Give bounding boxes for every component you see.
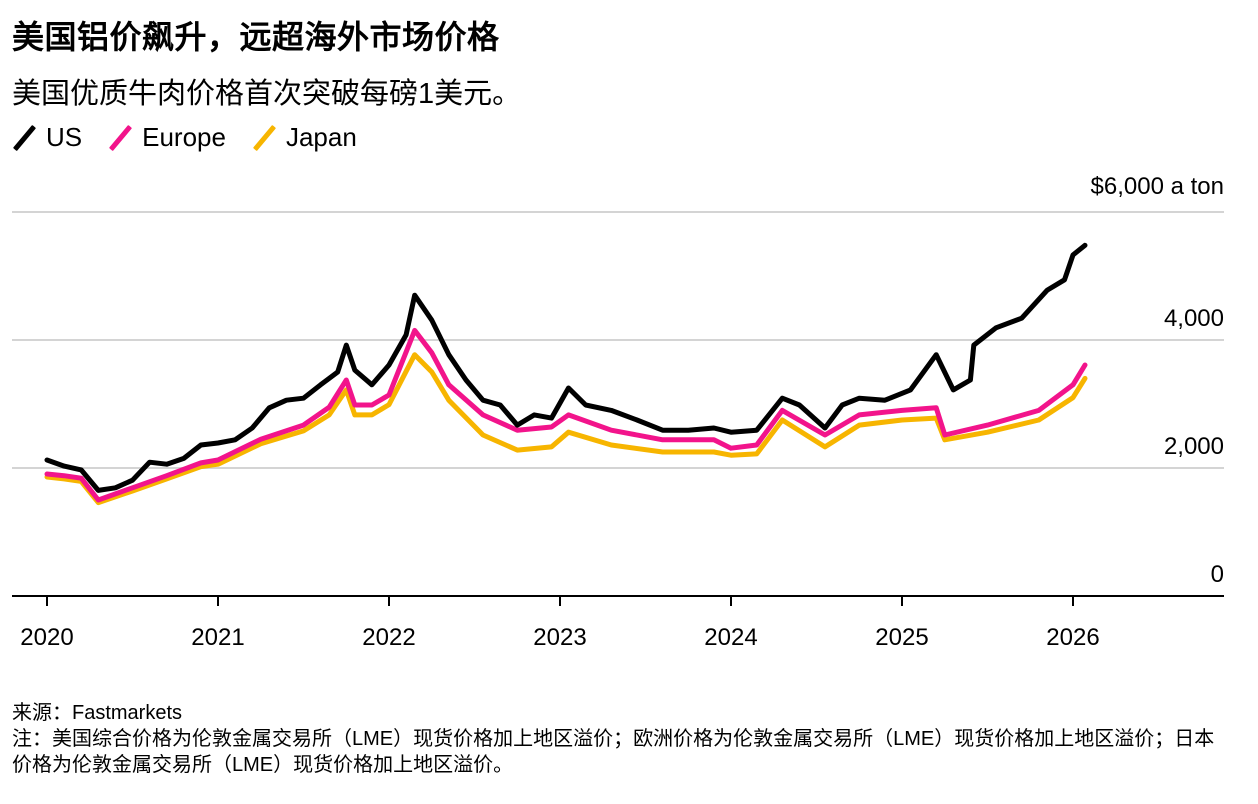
x-tick-label: 2021 [191, 624, 244, 651]
x-tick-label: 2026 [1046, 624, 1099, 651]
chart-subtitle: 美国优质牛肉价格首次突破每磅1美元。 [12, 78, 522, 110]
y-tick-label-top: $6,000 a ton [1091, 173, 1224, 200]
legend: US Europe Japan [12, 122, 357, 153]
series-line-us [44, 242, 1088, 493]
y-tick-label: 2,000 [1164, 433, 1224, 460]
x-tick-label: 2022 [362, 624, 415, 651]
legend-label-us: US [46, 122, 83, 152]
y-tick-label: 0 [1211, 561, 1224, 588]
y-tick-label: $6,000 [1091, 173, 1164, 200]
y-unit-label: a ton [1164, 173, 1224, 200]
x-tick-label: 2025 [875, 624, 928, 651]
legend-label-europe: Europe [142, 122, 226, 152]
methodology-note: 注：美国综合价格为伦敦金属交易所（LME）现货价格加上地区溢价；欧洲价格为伦敦金… [12, 728, 1215, 776]
footnotes: 来源：Fastmarkets 注：美国综合价格为伦敦金属交易所（LME）现货价格… [12, 700, 1232, 778]
x-tick-label: 2023 [533, 624, 586, 651]
legend-label-japan: Japan [285, 122, 357, 152]
x-tick-label: 2024 [704, 624, 757, 651]
series-line-japan [44, 352, 1088, 506]
legend-item-europe: Europe [108, 122, 226, 153]
chart-title: 美国铝价飙升，远超海外市场价格 [12, 19, 500, 55]
series-line-europe [44, 327, 1088, 503]
x-tick-label: 2020 [20, 624, 73, 651]
source-note: 来源：Fastmarkets [12, 702, 183, 724]
y-tick-label: 4,000 [1164, 305, 1224, 332]
legend-item-japan: Japan [252, 122, 357, 153]
legend-item-us: US [12, 122, 82, 153]
